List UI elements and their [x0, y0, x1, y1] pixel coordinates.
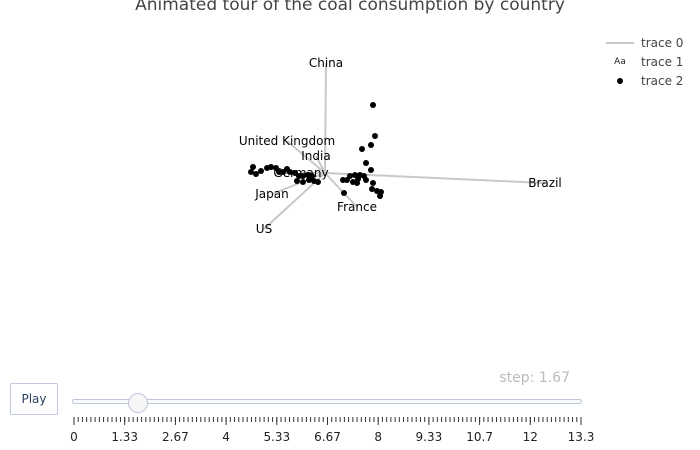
data-point[interactable]	[377, 193, 383, 199]
data-point[interactable]	[370, 102, 376, 108]
slider-tick-label: 1.33	[111, 430, 138, 444]
data-point[interactable]	[368, 142, 374, 148]
axis-line-india	[315, 155, 326, 174]
slider-tick-label: 6.67	[314, 430, 341, 444]
slider-handle[interactable]	[127, 393, 148, 413]
data-point[interactable]	[300, 173, 306, 179]
axis-line-china	[324, 62, 327, 174]
slider-tick-label: 13.3	[568, 430, 595, 444]
legend-label: trace 2	[641, 73, 684, 88]
axis-label: United Kingdom	[239, 134, 335, 148]
slider-tick-label: 12	[523, 430, 538, 444]
slider-tick-label: 0	[70, 430, 78, 444]
data-point[interactable]	[294, 178, 300, 184]
slider-rail[interactable]	[72, 399, 582, 404]
marker-swatch-icon	[606, 77, 634, 84]
axis-label: Japan	[254, 187, 288, 201]
slider-tick-label: 8	[374, 430, 382, 444]
data-point[interactable]	[268, 164, 274, 170]
axis-line-united-kingdom	[286, 140, 326, 174]
axis-label: India	[301, 149, 330, 163]
legend[interactable]: trace 0 Aa trace 1 trace 2	[606, 33, 683, 90]
legend-item-trace-0[interactable]: trace 0	[606, 33, 683, 52]
data-point[interactable]	[354, 180, 360, 186]
legend-label: trace 1	[641, 54, 684, 69]
axis-label: Germany	[273, 166, 328, 180]
legend-label: trace 0	[641, 35, 684, 50]
text-swatch-icon: Aa	[614, 56, 626, 67]
data-point[interactable]	[359, 146, 365, 152]
data-point[interactable]	[341, 190, 347, 196]
legend-item-trace-1[interactable]: Aa trace 1	[606, 52, 683, 71]
axis-label: US	[256, 222, 272, 236]
slider-tick-label: 4	[222, 430, 230, 444]
data-point[interactable]	[258, 168, 264, 174]
data-point[interactable]	[250, 164, 256, 170]
data-point[interactable]	[363, 177, 369, 183]
chart-title: Animated tour of the coal consumption by…	[135, 0, 565, 15]
data-point[interactable]	[253, 171, 259, 177]
data-point[interactable]	[306, 177, 312, 183]
slider-step-label: step: 1.67	[499, 370, 570, 386]
data-point[interactable]	[344, 177, 350, 183]
slider-tick-label: 10.7	[466, 430, 493, 444]
slider-tick-label: 2.67	[162, 430, 189, 444]
axis-label: China	[309, 56, 343, 70]
slider-tick-label: 5.33	[263, 430, 290, 444]
axis-label: Brazil	[528, 176, 562, 190]
data-point[interactable]	[363, 160, 369, 166]
legend-item-trace-2[interactable]: trace 2	[606, 71, 683, 90]
axis-line-france	[324, 172, 358, 208]
data-point[interactable]	[368, 167, 374, 173]
data-point[interactable]	[372, 133, 378, 139]
data-point[interactable]	[287, 169, 293, 175]
line-swatch-icon	[606, 41, 634, 44]
data-point[interactable]	[315, 179, 321, 185]
data-point[interactable]	[300, 179, 306, 185]
data-point[interactable]	[248, 169, 254, 175]
data-point[interactable]	[369, 186, 375, 192]
axis-label: France	[337, 200, 377, 214]
play-button[interactable]: Play	[10, 383, 58, 415]
data-point[interactable]	[370, 180, 376, 186]
slider-tick-label: 9.33	[416, 430, 443, 444]
